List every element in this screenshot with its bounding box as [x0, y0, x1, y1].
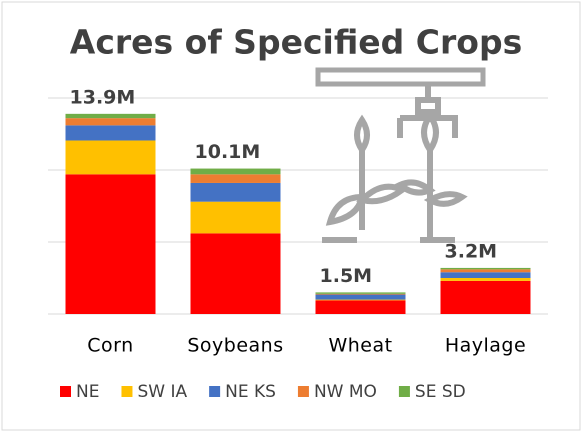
bar-segment: [316, 300, 406, 301]
legend-label: NW MO: [314, 382, 377, 402]
bar-segment: [441, 272, 531, 278]
bar-segment: [441, 281, 531, 314]
bar-segment: [316, 295, 406, 300]
bar-segment: [191, 183, 281, 202]
legend-swatch: [209, 386, 220, 397]
bar-segment: [316, 300, 406, 314]
chart-title: Acres of Specified Crops: [70, 23, 522, 62]
x-tick-label: Haylage: [445, 335, 526, 357]
legend-swatch: [60, 386, 71, 397]
bar-segment: [191, 202, 281, 234]
total-label: 3.2M: [445, 240, 498, 262]
bar-segment: [66, 118, 156, 125]
total-label: 10.1M: [195, 141, 261, 163]
legend-label: NE: [76, 382, 99, 402]
bar-segment: [441, 269, 531, 272]
legend-swatch: [121, 386, 132, 397]
legend-swatch: [399, 386, 410, 397]
total-label: 13.9M: [70, 86, 136, 108]
x-tick-label: Wheat: [328, 335, 392, 357]
bar-segment: [316, 294, 406, 295]
total-label: 1.5M: [320, 265, 373, 287]
bar-segment: [66, 125, 156, 140]
bar-segment: [191, 174, 281, 183]
bar-segment: [66, 114, 156, 118]
x-tick-label: Corn: [87, 335, 133, 357]
x-tick-label: Soybeans: [187, 335, 283, 357]
bar-segment: [66, 174, 156, 314]
bar-segment: [441, 268, 531, 269]
legend-label: SE SD: [415, 382, 466, 402]
bar-segment: [191, 233, 281, 314]
chart: 13.9M 10.1M 1.5M 3.2M Acres of Specified Cr…: [0, 0, 585, 437]
legend-swatch: [298, 386, 309, 397]
bar-segment: [191, 169, 281, 175]
bar-segment: [66, 140, 156, 174]
legend-label: SW IA: [137, 382, 187, 402]
bar-segment: [441, 278, 531, 281]
bar-segment: [316, 292, 406, 293]
legend-label: NE KS: [225, 382, 276, 402]
